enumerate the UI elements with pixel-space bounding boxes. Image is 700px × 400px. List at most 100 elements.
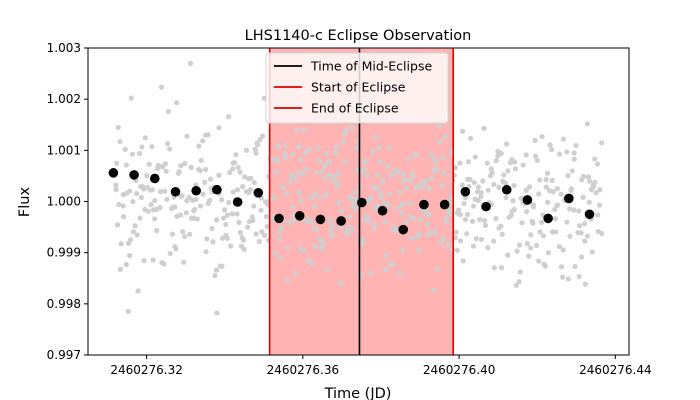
raw-point	[128, 95, 134, 101]
raw-point	[376, 144, 382, 151]
raw-point	[237, 169, 243, 175]
raw-point	[241, 246, 247, 253]
raw-point	[309, 260, 315, 266]
binned-point	[377, 205, 388, 216]
binned-point	[336, 216, 346, 226]
raw-point	[172, 204, 178, 210]
binned-point	[357, 197, 367, 208]
raw-point	[321, 238, 327, 244]
raw-point	[499, 231, 505, 237]
raw-point	[478, 190, 484, 196]
raw-point	[498, 150, 504, 156]
raw-point	[513, 282, 519, 288]
raw-point	[533, 153, 539, 159]
raw-point	[345, 225, 351, 231]
raw-point	[204, 236, 210, 242]
raw-point	[526, 253, 532, 259]
raw-point	[351, 201, 357, 208]
raw-point	[516, 279, 522, 285]
raw-point	[280, 184, 286, 190]
raw-point	[391, 227, 397, 233]
raw-point	[558, 264, 565, 270]
raw-point	[290, 151, 296, 157]
raw-point	[275, 158, 281, 164]
raw-point	[277, 236, 283, 242]
x-tick-label: 2460276.32	[110, 363, 183, 377]
raw-point	[323, 191, 329, 198]
raw-point	[516, 242, 523, 248]
raw-point	[523, 187, 529, 193]
raw-point	[399, 210, 405, 216]
raw-point	[556, 243, 562, 250]
raw-point	[493, 216, 499, 222]
raw-point	[321, 175, 327, 181]
raw-point	[540, 233, 547, 239]
raw-point	[334, 144, 340, 150]
raw-point	[139, 144, 145, 150]
raw-point	[572, 263, 578, 270]
binned-point	[253, 188, 264, 198]
raw-point	[460, 128, 466, 134]
raw-point	[154, 228, 160, 234]
raw-point	[560, 274, 566, 280]
raw-point	[485, 245, 491, 251]
raw-point	[386, 191, 392, 197]
raw-point	[481, 125, 487, 132]
binned-point	[481, 201, 491, 212]
binned-point	[170, 186, 181, 197]
raw-point	[585, 174, 592, 180]
raw-point	[113, 182, 119, 188]
raw-point	[145, 208, 152, 214]
binned-point	[212, 184, 222, 195]
raw-point	[240, 237, 247, 243]
raw-point	[120, 203, 126, 209]
raw-point	[470, 243, 477, 249]
raw-point	[530, 204, 537, 210]
raw-point	[429, 176, 435, 182]
raw-point	[478, 193, 484, 200]
raw-point	[508, 212, 514, 218]
raw-point	[161, 261, 167, 267]
raw-point	[510, 198, 516, 204]
raw-point	[584, 121, 591, 127]
raw-point	[599, 230, 605, 237]
raw-point	[537, 229, 543, 235]
raw-point	[292, 270, 299, 276]
binned-point	[232, 197, 243, 207]
raw-point	[416, 247, 422, 253]
raw-point	[534, 157, 540, 163]
raw-point	[576, 273, 582, 280]
raw-point	[397, 270, 403, 276]
raw-point	[186, 194, 192, 200]
raw-point	[457, 212, 463, 218]
raw-point	[573, 142, 579, 149]
raw-point	[332, 150, 339, 156]
raw-point	[493, 158, 499, 164]
raw-point	[420, 183, 426, 189]
raw-point	[138, 194, 144, 201]
raw-point	[596, 202, 603, 208]
raw-point	[477, 216, 483, 223]
raw-point	[387, 145, 393, 151]
raw-point	[567, 206, 573, 212]
raw-point	[116, 201, 122, 208]
raw-point	[261, 232, 268, 239]
raw-point	[485, 187, 491, 193]
raw-point	[184, 133, 190, 139]
raw-point	[214, 217, 220, 223]
raw-point	[524, 209, 530, 215]
raw-point	[582, 281, 588, 287]
raw-point	[382, 219, 388, 225]
raw-point	[498, 223, 504, 229]
raw-point	[449, 247, 455, 253]
raw-point	[401, 171, 407, 177]
raw-point	[417, 217, 423, 223]
raw-point	[273, 169, 279, 176]
raw-point	[560, 136, 567, 142]
raw-point	[176, 168, 182, 175]
y-tick-label: 0.997	[47, 348, 81, 362]
raw-point	[452, 165, 458, 171]
raw-point	[200, 191, 206, 197]
raw-point	[517, 269, 523, 275]
raw-point	[187, 231, 193, 237]
